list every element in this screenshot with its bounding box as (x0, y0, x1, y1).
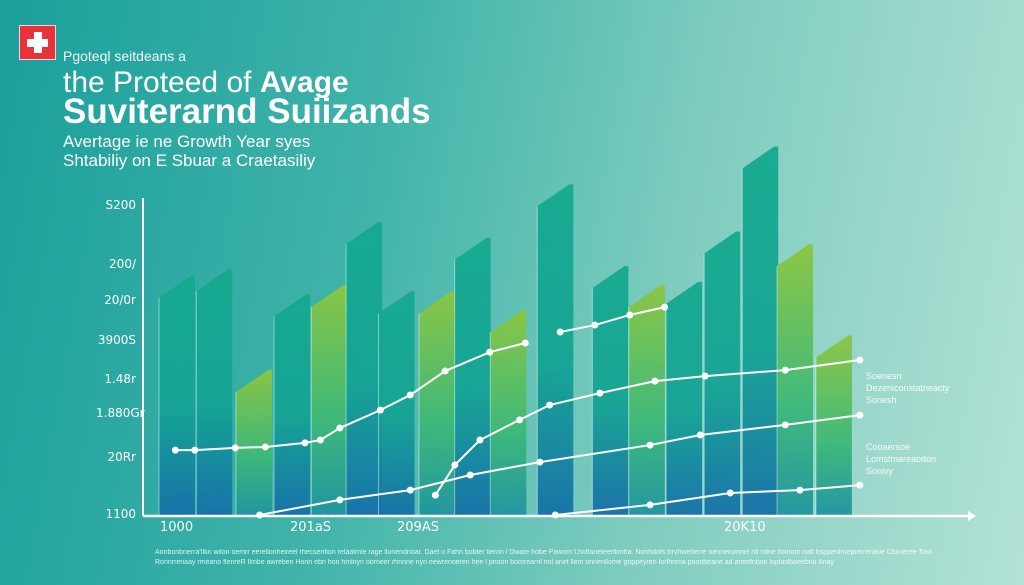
bar (311, 285, 348, 515)
bar (159, 275, 196, 515)
y-tick-label: S200 (105, 198, 136, 212)
chart-subtitle-line1: Avertage ie ne Growth Year syes (63, 132, 311, 151)
chart-kicker: Pgoteql seitdeans a (63, 48, 186, 64)
chart-title-line2: Suviterarnd Suiizands (63, 92, 431, 131)
x-axis-arrow-icon (968, 511, 976, 521)
data-point (451, 461, 459, 469)
title-part-b: Avage (259, 66, 349, 99)
data-point (376, 406, 384, 414)
data-point (336, 496, 344, 504)
data-point (796, 486, 804, 494)
series-line (175, 342, 526, 452)
legend-text: Dezeniconstatneacty (866, 383, 950, 393)
chart-subtitle-line2: Shtabiliy on E Sbuar a Craetasiliy (63, 151, 316, 170)
bar (274, 294, 311, 515)
data-point (406, 486, 414, 494)
data-point (231, 444, 239, 452)
data-point (261, 443, 269, 451)
data-point (171, 446, 179, 454)
y-tick-label: 200/ (109, 257, 136, 271)
data-point (546, 401, 554, 409)
data-point (661, 303, 669, 311)
y-tick-label: 1.880Gr (96, 406, 145, 420)
data-point (596, 389, 604, 397)
data-point (856, 481, 864, 489)
bar (378, 291, 415, 515)
data-point (521, 339, 529, 347)
chart-title-line1: the Proteed of Avage (63, 66, 349, 100)
legend-text: Soenesn (866, 371, 902, 381)
data-point (626, 311, 634, 319)
data-point (431, 491, 439, 499)
y-tick-label: 20/0r (104, 293, 136, 307)
data-point (316, 436, 324, 444)
bar (628, 285, 665, 515)
bar (346, 222, 383, 516)
legend-text: Lomstmareaodon (866, 454, 937, 464)
data-point (696, 431, 704, 439)
data-point (591, 321, 599, 329)
data-point (781, 421, 789, 429)
data-point (781, 366, 789, 374)
legend-entry: Soenesn Dezeniconstatneacty Sonesh (866, 370, 950, 406)
data-point (701, 372, 709, 380)
y-tick-label: 1.48r (104, 372, 136, 386)
data-point (646, 501, 654, 509)
x-tick-label: 209AS (397, 520, 439, 535)
data-point (486, 348, 494, 356)
data-point (556, 328, 564, 336)
legend-entry: Cooaersoe Lomstmareaodon Sooivy (866, 441, 936, 477)
series-line (559, 306, 665, 333)
data-point (856, 411, 864, 419)
x-tick-label: 201aS (290, 520, 332, 535)
series-line (434, 359, 860, 496)
data-point (651, 377, 659, 385)
legend-text: Sonesh (866, 395, 897, 405)
data-point (476, 436, 484, 444)
footnote-line: Aonbonbnerra'Ilkn wilon oemrr eerellonhe… (155, 549, 933, 556)
bar (666, 281, 703, 515)
data-point (406, 391, 414, 399)
bar (490, 310, 527, 515)
bar (742, 146, 779, 515)
data-point (516, 416, 524, 424)
data-point (301, 439, 309, 447)
bar (454, 237, 491, 516)
data-point (441, 367, 449, 375)
data-point (466, 471, 474, 479)
data-point (536, 458, 544, 466)
data-point (336, 424, 344, 432)
bar (777, 244, 814, 515)
data-point (726, 489, 734, 497)
y-tick-label: 1100 (105, 507, 136, 521)
y-tick-label: 20Rr (107, 450, 136, 464)
bar (196, 269, 233, 515)
legend-text: Cooaersoe (866, 442, 911, 452)
legend-text: Sooivy (866, 466, 894, 476)
bar (704, 231, 741, 515)
data-point (646, 441, 654, 449)
bar (235, 370, 272, 515)
x-tick-label: 20K10 (724, 520, 766, 535)
footnote-line: Ronnrrenaay rmeano flenreR Ilmbe awreben… (155, 559, 835, 566)
x-tick-label: 1000 (160, 520, 194, 535)
data-point (856, 356, 864, 364)
title-part-a: the Proteed of (63, 66, 260, 99)
bar (419, 291, 456, 515)
bar (815, 335, 852, 515)
swiss-flag-icon (19, 25, 56, 60)
bar (537, 184, 574, 515)
y-tick-label: 3900S (97, 333, 136, 347)
data-point (191, 446, 199, 454)
